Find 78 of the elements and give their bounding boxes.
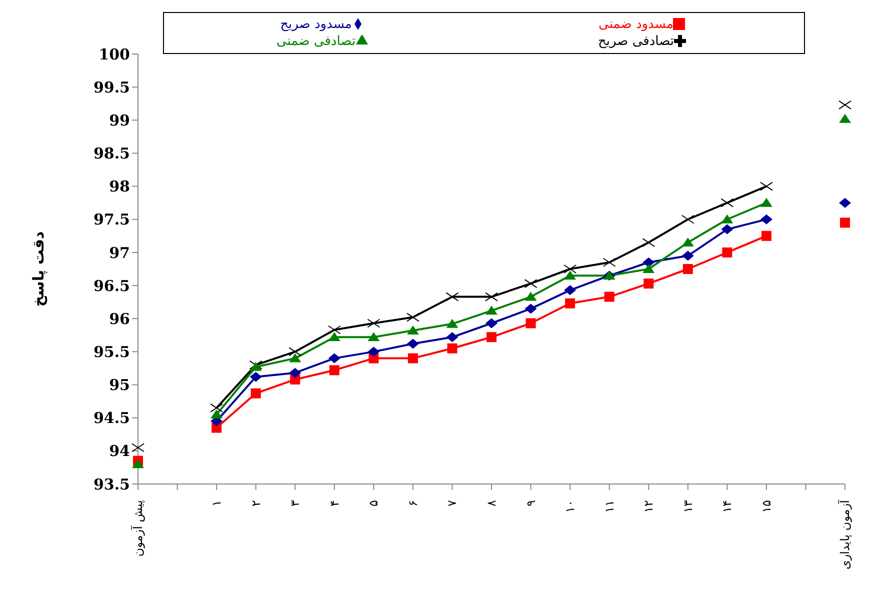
point bbox=[721, 214, 734, 224]
point bbox=[132, 459, 144, 468]
point bbox=[722, 247, 732, 258]
point bbox=[408, 353, 418, 364]
x-tick-label: ۱۲ bbox=[642, 500, 656, 513]
y-tick-label: 95.5 bbox=[93, 343, 130, 362]
point bbox=[406, 338, 419, 349]
point bbox=[329, 365, 340, 376]
point bbox=[289, 368, 302, 378]
point bbox=[524, 292, 537, 301]
point bbox=[486, 332, 496, 342]
x-tick-label: ۱ bbox=[210, 500, 224, 506]
y-tick-label: 94.5 bbox=[93, 409, 130, 428]
y-tick-label: 97.5 bbox=[93, 210, 130, 229]
x-tick-label: ۳ bbox=[288, 499, 302, 506]
point bbox=[526, 318, 536, 328]
x-tick-label: ۱۰ bbox=[563, 500, 578, 513]
x-tick-label: ۵ bbox=[366, 500, 381, 506]
point bbox=[761, 230, 772, 241]
point bbox=[447, 343, 458, 354]
x-tick-label: ۱۵ bbox=[759, 500, 774, 513]
point bbox=[760, 198, 772, 207]
point bbox=[328, 353, 340, 364]
point bbox=[564, 270, 576, 280]
point bbox=[839, 198, 851, 208]
point bbox=[446, 332, 458, 342]
point bbox=[406, 326, 419, 335]
point bbox=[565, 298, 576, 308]
point bbox=[682, 264, 693, 274]
x-tick-label: ۱۳ bbox=[680, 499, 695, 513]
point bbox=[642, 257, 655, 268]
point bbox=[760, 214, 772, 224]
point bbox=[682, 238, 694, 247]
legend-label: تصادفی ضمنی bbox=[276, 34, 356, 49]
legend-label: مسدود ضمنی bbox=[598, 17, 674, 32]
point bbox=[250, 372, 262, 382]
x-tick-label: ۲ bbox=[248, 500, 263, 506]
point bbox=[486, 306, 498, 315]
point bbox=[486, 318, 498, 328]
point bbox=[250, 388, 261, 398]
point bbox=[839, 114, 851, 123]
x-tick-label: آزمون پایداری bbox=[837, 499, 852, 570]
y-tick-label: 99.5 bbox=[93, 78, 130, 96]
y-tick-label: 99 bbox=[109, 111, 130, 130]
point bbox=[210, 410, 223, 419]
legend-label: تصادفی صریح bbox=[598, 34, 674, 49]
x-tick-label: ۷ bbox=[445, 499, 460, 506]
y-tick-label: 97 bbox=[109, 244, 130, 262]
point bbox=[328, 332, 340, 342]
point bbox=[644, 278, 654, 289]
x-tick-label: ۸ bbox=[484, 499, 498, 506]
point bbox=[368, 346, 380, 357]
x-tick-label: ۹ bbox=[524, 500, 538, 506]
point bbox=[721, 224, 734, 234]
legend-label: مسدود صریح bbox=[280, 17, 352, 32]
y-axis-title: دقت پاسخ bbox=[29, 230, 48, 307]
x-tick-label: ۴ bbox=[327, 500, 342, 506]
point bbox=[289, 353, 302, 362]
point bbox=[524, 304, 537, 314]
y-tick-label: 96 bbox=[109, 310, 130, 328]
point bbox=[840, 218, 850, 228]
y-tick-label: 93.5 bbox=[93, 475, 130, 494]
x-tick-label: ۱۴ bbox=[720, 500, 734, 513]
x-tick-label: پیش آزمون bbox=[130, 500, 145, 557]
point bbox=[642, 264, 655, 273]
point bbox=[564, 285, 576, 296]
x-tick-label: ۱۱ bbox=[602, 500, 616, 513]
point bbox=[368, 332, 380, 342]
point bbox=[682, 250, 694, 261]
point bbox=[604, 292, 614, 302]
point bbox=[446, 318, 458, 328]
y-tick-label: 98.5 bbox=[93, 144, 130, 163]
y-tick-label: 94 bbox=[109, 442, 130, 460]
x-tick-label: ۶ bbox=[406, 500, 420, 506]
y-tick-label: 95 bbox=[109, 376, 130, 394]
y-tick-label: 98 bbox=[109, 178, 130, 196]
y-tick-label: 96.5 bbox=[93, 276, 130, 295]
y-tick-label: 100 bbox=[98, 45, 130, 64]
